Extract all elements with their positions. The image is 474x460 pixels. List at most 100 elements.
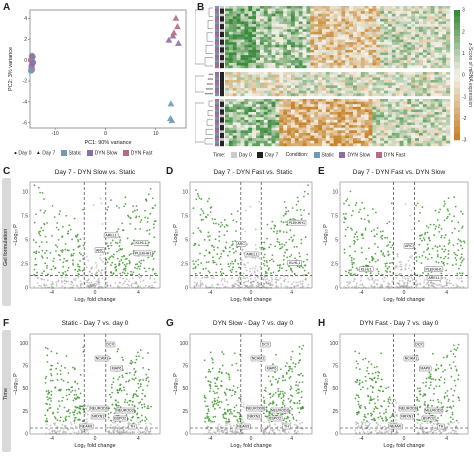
volcano-e-point xyxy=(361,233,364,236)
volcano-e-point xyxy=(428,253,431,255)
volcano-e-point xyxy=(427,226,430,229)
volcano-e-point xyxy=(411,255,414,257)
heatmap-cell xyxy=(403,74,408,78)
heatmap-cell xyxy=(376,104,381,108)
volcano-c-point xyxy=(52,265,55,268)
heatmap-cell xyxy=(321,39,327,43)
volcano-c-point xyxy=(124,202,127,205)
heatmap-cell xyxy=(387,26,393,30)
heatmap-cell xyxy=(384,106,389,110)
heatmap-cell xyxy=(349,52,354,56)
volcano-c-point xyxy=(123,263,126,266)
volcano-c-point xyxy=(107,244,110,247)
heatmap-cell xyxy=(279,57,284,61)
heatmap-cell xyxy=(329,114,334,118)
legend-dynslow-swatch xyxy=(86,150,93,156)
heatmap-cell xyxy=(442,80,447,83)
heatmap-cell xyxy=(252,21,257,25)
heatmap-cell xyxy=(232,65,237,69)
volcano-e-point xyxy=(403,283,406,286)
heatmap-cell xyxy=(333,74,338,78)
volcano-e-point xyxy=(454,205,457,208)
heatmap-cell xyxy=(442,6,447,9)
volcano-e-point xyxy=(398,272,401,275)
volcano-d-point xyxy=(270,227,273,230)
heatmap-cell xyxy=(395,82,400,86)
volcano-d-point xyxy=(301,285,304,287)
volcano-c-point xyxy=(33,221,36,224)
heatmap-cell xyxy=(279,18,284,22)
heatmap-cell xyxy=(298,72,303,75)
heatmap-cell xyxy=(356,6,361,9)
heatmap-cell xyxy=(364,101,369,105)
volcano-d-point xyxy=(258,246,261,249)
volcano-c-point xyxy=(140,259,143,262)
volcano-c-point xyxy=(90,272,93,275)
heatmap-cell xyxy=(271,104,276,108)
volcano-e-point xyxy=(386,245,388,247)
heatmap-cell xyxy=(244,77,249,81)
volcano-c-point xyxy=(150,286,153,289)
volcano-c-point xyxy=(55,250,57,252)
heatmap-cell xyxy=(244,62,249,66)
heatmap-cell xyxy=(271,109,276,113)
volcano-c-point xyxy=(61,251,64,253)
volcano-e-point xyxy=(360,287,363,289)
heatmap-cell xyxy=(353,49,358,53)
heatmap-cell xyxy=(267,109,272,113)
heatmap-cell xyxy=(356,49,361,53)
volcano-d-point xyxy=(199,282,202,285)
volcano-c-point xyxy=(149,277,152,280)
volcano-d-point xyxy=(238,272,241,275)
volcano-e-point xyxy=(428,237,430,240)
heatmap-cell xyxy=(306,6,311,9)
volcano-c-point xyxy=(145,270,147,273)
heatmap-cell xyxy=(376,34,381,38)
heatmap-cell xyxy=(333,114,338,118)
heatmap-cell xyxy=(376,109,381,113)
heatmap-cell xyxy=(321,55,327,58)
volcano-d-point xyxy=(205,216,208,219)
heatmap-cell xyxy=(415,8,420,12)
volcano-d-point xyxy=(229,262,232,265)
heatmap-cell xyxy=(364,42,369,45)
heatmap-cell xyxy=(244,104,249,108)
heatmap-cell xyxy=(353,101,358,105)
heatmap-cell xyxy=(372,21,377,25)
heatmap-cell xyxy=(395,60,400,64)
volcano-e-point xyxy=(444,248,447,251)
heatmap-cell xyxy=(438,34,443,38)
heatmap-cell xyxy=(415,6,420,9)
heatmap-cell xyxy=(442,26,447,30)
heatmap-cell xyxy=(287,74,292,78)
heatmap-cell xyxy=(353,72,358,75)
volcano-d-point xyxy=(220,268,223,271)
heatmap-cell xyxy=(430,13,435,17)
volcano-d-point xyxy=(228,250,231,253)
heatmap-cell xyxy=(333,37,338,40)
heatmap-cell xyxy=(232,8,237,12)
volcano-d-point xyxy=(223,219,226,221)
volcano-c-point xyxy=(120,248,122,251)
volcano-e-point xyxy=(353,236,356,239)
heatmap-cell xyxy=(259,65,264,69)
volcano-c-point xyxy=(43,284,46,287)
heatmap-cell xyxy=(399,49,404,53)
volcano-d-point xyxy=(306,253,309,256)
heatmap-cell xyxy=(395,44,400,48)
volcano-e-point xyxy=(404,203,407,206)
heatmap-cell xyxy=(376,21,381,25)
heatmap-cell xyxy=(267,13,272,17)
volcano-d-point xyxy=(301,282,304,285)
volcano-e-point xyxy=(448,279,451,282)
volcano-c-point xyxy=(152,257,155,260)
volcano-c-point xyxy=(132,271,135,274)
volcano-c-point xyxy=(121,222,124,225)
heatmap-cell xyxy=(422,82,427,86)
volcano-d-point xyxy=(226,281,229,284)
pca-ytick-label: 4 xyxy=(24,16,27,22)
heatmap-cell xyxy=(244,8,249,12)
heatmap-cell xyxy=(310,85,315,89)
heatmap-cell xyxy=(415,82,420,86)
